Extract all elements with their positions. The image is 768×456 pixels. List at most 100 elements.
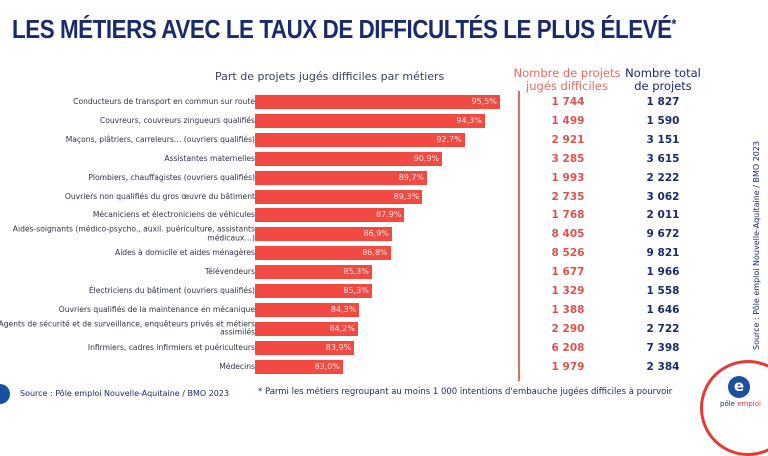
category-label: Infirmiers, cadres infirmiers et puéricu… xyxy=(87,342,255,352)
logo-text: pôle emploi xyxy=(720,400,761,408)
total-count: 2 011 xyxy=(646,209,680,222)
total-count: 1 827 xyxy=(646,96,680,108)
value-label: 85,3% xyxy=(343,267,369,277)
category-label: Télévendeurs xyxy=(204,266,255,276)
category-label: Ouvriers non qualifiés du gros œuvre du … xyxy=(64,191,255,201)
category-label: Médecins xyxy=(219,361,255,371)
chart-row: Assistantes maternelles 90,9% 3 285 3 615 xyxy=(0,150,768,168)
chart-row: Électriciens du bâtiment (ouvriers quali… xyxy=(0,282,768,300)
category-label: Couvreurs, couvreurs zingueurs qualifiés xyxy=(99,115,255,125)
category-label: Mécaniciens et électroniciens de véhicul… xyxy=(92,210,255,220)
chart-row: Ouvriers non qualifiés du gros œuvre du … xyxy=(0,188,768,206)
total-count: 2 384 xyxy=(646,360,680,373)
bar: 85,3% xyxy=(255,265,372,280)
value-label: 92,7% xyxy=(436,134,462,144)
category-label: Ouvriers qualifiés de la maintenance en … xyxy=(58,304,255,314)
chart-row: Aides-soignants (médico-psycho., auxil. … xyxy=(0,225,768,243)
category-label: Agents de sécurité et de surveillance, e… xyxy=(0,319,255,337)
bar: 84,2% xyxy=(255,321,358,336)
category-label: Électriciens du bâtiment (ouvriers quali… xyxy=(88,285,255,295)
difficult-count: 2 921 xyxy=(551,133,585,146)
bar: 94,3% xyxy=(255,113,485,128)
category-label: Conducteurs de transport en commun sur r… xyxy=(73,96,255,106)
difficult-count: 1 329 xyxy=(551,285,585,297)
total-count: 3 615 xyxy=(646,152,680,165)
category-label: Maçons, plâtriers, carreleurs… (ouvriers… xyxy=(65,134,255,144)
value-label: 86,8% xyxy=(362,248,388,258)
total-count: 9 672 xyxy=(646,228,680,241)
difficult-count: 1 979 xyxy=(551,360,585,373)
value-label: 83,0% xyxy=(314,361,340,371)
total-count: 9 821 xyxy=(646,247,680,260)
value-label: 85,3% xyxy=(343,286,369,295)
logo-e-icon: e xyxy=(728,376,750,398)
category-label: Plombiers, chauffagistes (ouvriers quali… xyxy=(88,172,255,182)
page-title: LES MÉTIERS AVEC LE TAUX DE DIFFICULTÉS … xyxy=(12,14,676,44)
chart-row: Couvreurs, couvreurs zingueurs qualifiés… xyxy=(0,112,768,130)
difficult-count: 1 388 xyxy=(551,303,585,316)
footnote: * Parmi les métiers regroupant au moins … xyxy=(258,387,673,397)
value-label: 90,9% xyxy=(413,153,440,163)
value-label: 95,5% xyxy=(471,97,497,106)
value-label: 87,9% xyxy=(376,210,402,220)
bar: 86,9% xyxy=(255,227,392,242)
bar: 84,3% xyxy=(255,302,360,317)
chart-row: Mécaniciens et électroniciens de véhicul… xyxy=(0,206,768,224)
category-label: Aides à domicile et aides ménagères xyxy=(115,247,255,257)
category-label: Aides-soignants (médico-psycho., auxil. … xyxy=(12,224,255,243)
difficult-count: 1 768 xyxy=(551,209,585,222)
difficult-count: 2 735 xyxy=(551,190,585,203)
chart-row: Agents de sécurité et de surveillance, e… xyxy=(0,320,768,338)
chart-row: Plombiers, chauffagistes (ouvriers quali… xyxy=(0,169,768,187)
category-label: Assistantes maternelles xyxy=(164,153,255,163)
value-label: 86,9% xyxy=(363,229,389,239)
value-label: 84,2% xyxy=(329,323,355,333)
difficult-count: 6 208 xyxy=(551,341,585,354)
bar: 85,3% xyxy=(255,284,372,298)
vertical-source-text: Source : Pôle emploi Nouvelle-Aquitaine … xyxy=(752,140,761,350)
bar: 92,7% xyxy=(255,132,465,147)
total-count: 1 966 xyxy=(646,266,680,279)
difficult-count: 8 526 xyxy=(551,247,585,260)
chart-row: Ouvriers qualifiés de la maintenance en … xyxy=(0,301,768,319)
value-label: 84,3% xyxy=(330,304,357,314)
chart-title: Part de projets jugés difficiles par mét… xyxy=(215,70,445,83)
difficult-count: 1 993 xyxy=(551,171,585,184)
column-header-difficult: Nombre de projets jugés difficiles xyxy=(513,66,621,93)
difficult-count: 1 499 xyxy=(551,114,585,127)
difficult-count: 1 744 xyxy=(551,96,585,108)
total-count: 1 590 xyxy=(646,114,680,127)
bar: 89,7% xyxy=(255,170,428,185)
bar: 95,5% xyxy=(255,95,500,109)
divider xyxy=(518,91,520,381)
total-count: 3 151 xyxy=(646,133,680,146)
total-count: 2 222 xyxy=(646,171,680,184)
total-count: 1 646 xyxy=(646,303,680,316)
chart-row: Maçons, plâtriers, carreleurs… (ouvriers… xyxy=(0,131,768,149)
total-count: 1 558 xyxy=(646,285,680,297)
bar: 86,8% xyxy=(255,246,391,261)
bar: 83,9% xyxy=(255,340,355,355)
bar: 90,9% xyxy=(255,151,443,166)
difficult-count: 1 677 xyxy=(551,266,585,279)
chart-row: Télévendeurs 85,3% 1 677 1 966 xyxy=(0,263,768,281)
bar: 83,0% xyxy=(255,359,343,374)
bar: 89,3% xyxy=(255,189,423,204)
value-label: 89,7% xyxy=(398,172,425,182)
source-text: Source : Pôle emploi Nouvelle-Aquitaine … xyxy=(20,389,230,398)
difficult-count: 8 405 xyxy=(551,228,585,241)
chart-row: Aides à domicile et aides ménagères 86,8%… xyxy=(0,244,768,262)
chart-row: Médecins 83,0% 1 979 2 384 xyxy=(0,358,768,376)
value-label: 89,3% xyxy=(393,191,420,201)
column-header-total: Nombre total de projets xyxy=(625,66,701,93)
total-count: 7 398 xyxy=(646,341,680,354)
bar: 87,9% xyxy=(255,208,405,223)
value-label: 94,3% xyxy=(456,115,482,125)
difficult-count: 2 290 xyxy=(551,322,585,335)
total-count: 3 062 xyxy=(646,190,680,203)
total-count: 2 722 xyxy=(646,322,680,335)
decorative-dot xyxy=(0,384,10,404)
chart-row: Infirmiers, cadres infirmiers et puéricu… xyxy=(0,339,768,357)
value-label: 83,9% xyxy=(325,342,352,352)
chart-row: Conducteurs de transport en commun sur r… xyxy=(0,93,768,111)
